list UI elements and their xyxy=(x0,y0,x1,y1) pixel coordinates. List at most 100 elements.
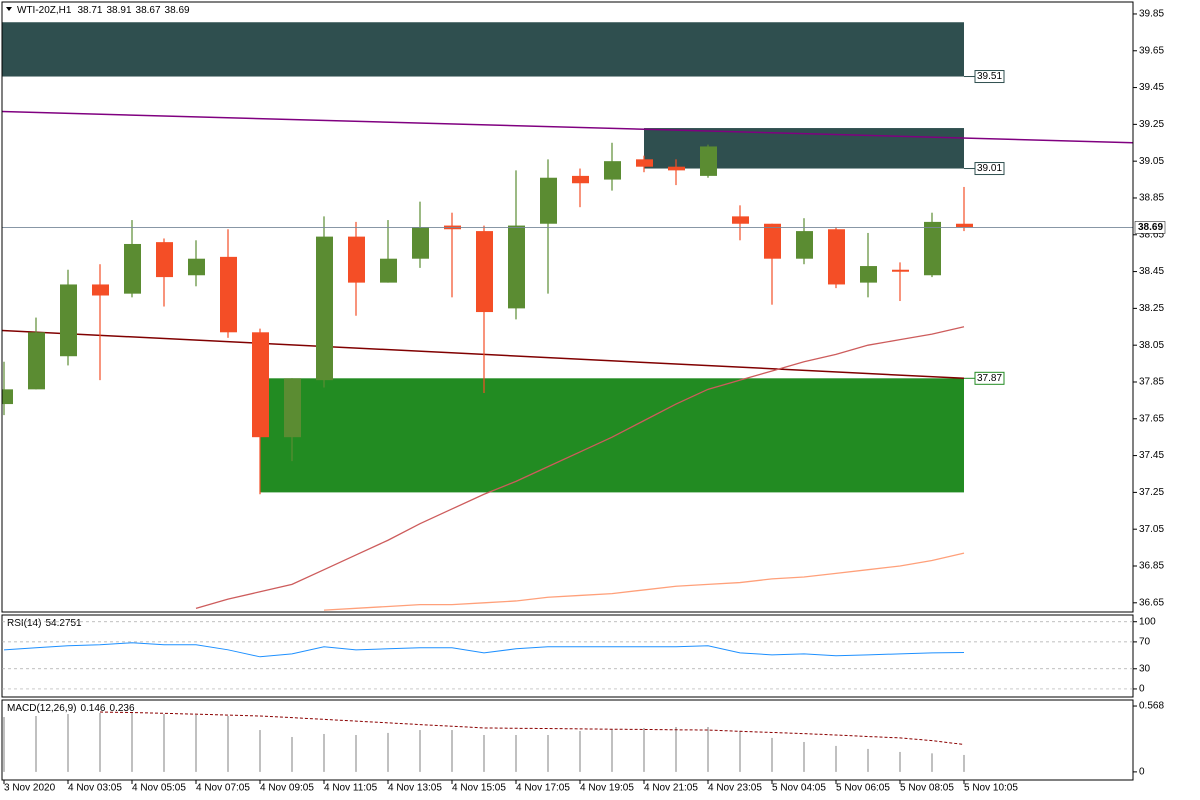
candle-body xyxy=(828,229,845,285)
macd-bar xyxy=(963,754,965,772)
zone-label-box xyxy=(974,371,1005,385)
x-tick-label: 4 Nov 17:05 xyxy=(516,783,570,794)
y-tick-label: 36.65 xyxy=(1139,597,1164,608)
candle-body xyxy=(604,161,621,180)
zone-label-box xyxy=(974,162,1005,176)
y-tick-label: 38.05 xyxy=(1139,340,1164,351)
menu-arrow[interactable] xyxy=(6,7,12,11)
y-tick-label: 39.05 xyxy=(1139,156,1164,167)
candle-body xyxy=(188,258,205,276)
zone-label: 37.87 xyxy=(977,373,1002,384)
macd-bar xyxy=(931,753,933,772)
rsi-panel-frame xyxy=(1,614,1134,698)
x-tick-label: 5 Nov 06:05 xyxy=(836,783,890,794)
y-tick-label: 0 xyxy=(1139,684,1145,695)
macd-bar xyxy=(483,735,485,772)
zone-label: 39.01 xyxy=(977,163,1002,174)
signal-line xyxy=(99,711,965,746)
x-tick-label: 4 Nov 05:05 xyxy=(132,783,186,794)
candle-body xyxy=(700,146,717,176)
candle-body xyxy=(28,332,45,390)
y-tick-label: 38.45 xyxy=(1139,266,1164,277)
macd-value: 0.146 xyxy=(80,703,105,714)
candle-body xyxy=(892,269,909,272)
macd-bar xyxy=(291,736,293,772)
y-tick-label: 38.85 xyxy=(1139,193,1164,204)
candle-body xyxy=(252,332,269,438)
x-tick-label: 4 Nov 09:05 xyxy=(260,783,314,794)
y-tick-label: 37.05 xyxy=(1139,524,1164,535)
zone xyxy=(2,22,964,77)
x-tick-label: 4 Nov 23:05 xyxy=(708,783,762,794)
candle-body xyxy=(156,242,173,278)
x-tick-label: 3 Nov 2020 xyxy=(4,783,56,794)
macd-bar xyxy=(35,716,37,772)
y-tick-label: 30 xyxy=(1139,663,1151,674)
macd-bar xyxy=(323,733,325,772)
y-tick-label: 37.65 xyxy=(1139,413,1164,424)
macd-bar xyxy=(739,730,741,772)
y-tick-label: 36.85 xyxy=(1139,561,1164,572)
macd-bar xyxy=(227,716,229,772)
macd-bar xyxy=(803,741,805,772)
candle-body xyxy=(540,177,557,224)
candle-body xyxy=(732,216,749,224)
macd-bar xyxy=(99,712,101,772)
rsi-header: RSI(14) 54.2751 xyxy=(7,618,82,629)
y-tick-label: 39.45 xyxy=(1139,82,1164,93)
macd-bar xyxy=(643,727,645,772)
low-value: 38.67 xyxy=(136,5,161,16)
macd-bar xyxy=(675,727,677,772)
candle-body xyxy=(92,284,109,296)
y-tick-label: 39.25 xyxy=(1139,119,1164,130)
macd-bar xyxy=(195,714,197,772)
macd-bar xyxy=(131,712,133,772)
macd-header: MACD(12,26,9) 0.146 0.236 xyxy=(7,703,135,714)
y-tick-label: 0 xyxy=(1139,767,1145,778)
candle-body xyxy=(796,231,813,259)
zone-label: 39.51 xyxy=(977,71,1002,82)
main-panel-content xyxy=(2,22,1133,611)
rsi-value: 54.2751 xyxy=(45,618,82,629)
trend-line xyxy=(2,110,1133,144)
macd-bar xyxy=(387,732,389,772)
candle-body xyxy=(412,227,429,259)
macd-bar xyxy=(579,730,581,772)
y-tick-label: 39.65 xyxy=(1139,45,1164,56)
macd-bar xyxy=(67,714,69,772)
candle-body xyxy=(764,223,781,259)
x-tick-label: 4 Nov 19:05 xyxy=(580,783,634,794)
macd-bar xyxy=(707,727,709,772)
trend-line xyxy=(2,329,965,380)
x-tick-label: 4 Nov 11:05 xyxy=(324,783,378,794)
x-tick-label: 5 Nov 08:05 xyxy=(900,783,954,794)
x-tick-label: 4 Nov 13:05 xyxy=(388,783,442,794)
macd-bar xyxy=(3,717,5,772)
x-tick-label: 4 Nov 07:05 xyxy=(196,783,250,794)
x-tick-label: 4 Nov 15:05 xyxy=(452,783,506,794)
candle-body xyxy=(348,236,365,283)
macd-bar xyxy=(419,730,421,772)
macd-panel-frame xyxy=(1,699,1134,781)
candle-body xyxy=(220,256,237,333)
y-tick-label: 37.25 xyxy=(1139,487,1164,498)
candle-body xyxy=(956,223,973,228)
price-label-box xyxy=(1134,221,1166,234)
candle-body xyxy=(380,258,397,283)
x-tick-label: 4 Nov 03:05 xyxy=(68,783,122,794)
x-tick-label: 5 Nov 04:05 xyxy=(772,783,826,794)
signal-value: 0.236 xyxy=(110,703,135,714)
y-tick-label: 100 xyxy=(1139,616,1156,627)
zone xyxy=(644,128,964,169)
macd-bar xyxy=(515,735,517,772)
macd-bar xyxy=(355,735,357,772)
macd-bar xyxy=(771,737,773,772)
high-value: 38.91 xyxy=(106,5,131,16)
candle-body xyxy=(508,225,525,309)
y-tick-label: 70 xyxy=(1139,637,1151,648)
candle-body xyxy=(60,284,77,357)
candle-body xyxy=(2,389,13,405)
candle-body xyxy=(284,378,301,438)
